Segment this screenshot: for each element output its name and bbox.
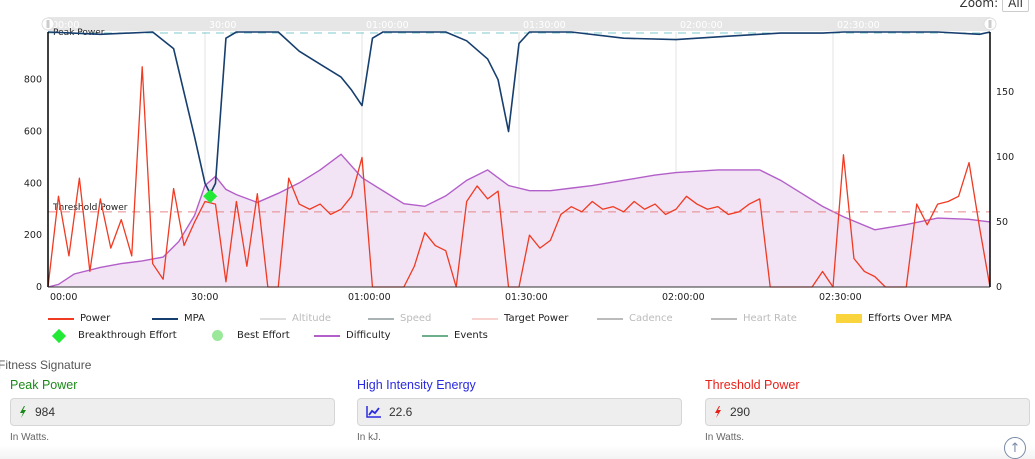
threshold-power-card: Threshold Power 290 In Watts. [705, 378, 1030, 443]
legend-item-altitude[interactable]: Altitude [260, 313, 360, 324]
peak-power-card: Peak Power 984 In Watts. [10, 378, 335, 443]
legend-line-icon [472, 317, 498, 320]
legend-label: Speed [400, 313, 432, 324]
difficulty-area [48, 154, 990, 287]
navigator-tick-label: 01:00:00 [366, 20, 409, 31]
breakthrough-effort-marker[interactable] [203, 189, 218, 204]
legend-line-icon [597, 317, 623, 320]
navigator-handle-right-grip [988, 20, 992, 28]
high-intensity-energy-card: High Intensity Energy 22.6 In kJ. [357, 378, 682, 443]
circle-icon [212, 330, 223, 341]
arrow-up-icon: ↑ [1009, 440, 1021, 456]
threshold-power-hint: In Watts. [705, 432, 745, 443]
navigator-tick-label: 02:00:00 [680, 20, 723, 31]
legend-item-best-effort[interactable]: Best Effort [206, 330, 306, 341]
trend-chart-icon [366, 406, 381, 418]
peak-power-field[interactable]: 984 [10, 398, 335, 426]
bolt-icon [715, 406, 721, 418]
legend-line-icon [48, 317, 74, 320]
legend-line-icon [314, 334, 340, 337]
zoom-label: Zoom: [959, 0, 999, 10]
legend-label: Power [80, 313, 111, 324]
x-tick-label: 01:00:00 [348, 292, 391, 303]
threshold-power-line-label: Threshold Power [52, 203, 128, 213]
page-fade [0, 445, 1035, 459]
threshold-power-value: 290 [730, 405, 751, 419]
legend-label: Difficulty [346, 330, 391, 341]
navigator-tick-label: 00:00 [52, 20, 79, 31]
chart-legend: Power MPA Altitude Speed Target Power Cadence… [48, 310, 1028, 344]
y-left-tick-label: 0 [36, 282, 42, 293]
high-intensity-energy-label: High Intensity Energy [357, 378, 476, 392]
peak-power-label: Peak Power [10, 378, 78, 392]
y-right-tick-label: 0 [996, 282, 1002, 293]
legend-item-power[interactable]: Power [48, 313, 144, 324]
threshold-power-label: Threshold Power [705, 378, 800, 392]
y-left-tick-label: 200 [24, 230, 42, 241]
navigator-tick-label: 01:30:00 [523, 20, 566, 31]
legend-label: MPA [184, 313, 205, 324]
x-tick-label: 02:30:00 [819, 292, 862, 303]
legend-item-mpa[interactable]: MPA [152, 313, 252, 324]
legend-line-icon [368, 317, 394, 320]
legend-line-icon [422, 334, 448, 337]
high-intensity-energy-value: 22.6 [389, 405, 413, 419]
threshold-power-field[interactable]: 290 [705, 398, 1030, 426]
legend-item-breakthrough-effort[interactable]: Breakthrough Effort [48, 328, 198, 343]
legend-item-cadence[interactable]: Cadence [597, 313, 703, 324]
legend-line-icon [260, 317, 286, 320]
x-tick-label: 02:00:00 [662, 292, 705, 303]
legend-item-difficulty[interactable]: Difficulty [314, 330, 414, 341]
navigator-bar[interactable] [48, 17, 990, 31]
fitness-signature-title: Fitness Signature [0, 358, 92, 372]
x-tick-label: 00:00 [50, 292, 77, 303]
legend-item-target-power[interactable]: Target Power [472, 313, 589, 324]
legend-label: Best Effort [237, 330, 290, 341]
y-right-tick-label: 150 [996, 87, 1014, 98]
legend-label: Target Power [504, 313, 569, 324]
difficulty-line [47, 153, 991, 288]
peak-power-hint: In Watts. [10, 432, 50, 443]
legend-label: Heart Rate [743, 313, 797, 324]
legend-item-events[interactable]: Events [422, 330, 522, 341]
legend-item-efforts-over-mpa[interactable]: Efforts Over MPA [836, 313, 976, 324]
bolt-icon [20, 406, 26, 418]
y-left-tick-label: 800 [24, 75, 42, 86]
legend-label: Efforts Over MPA [868, 313, 952, 324]
y-left-tick-label: 400 [24, 178, 42, 189]
y-right-tick-label: 100 [996, 152, 1014, 163]
y-left-tick-label: 600 [24, 127, 42, 138]
high-intensity-energy-hint: In kJ. [357, 432, 381, 443]
high-intensity-energy-field[interactable]: 22.6 [357, 398, 682, 426]
diamond-icon [51, 328, 67, 343]
legend-item-heart-rate[interactable]: Heart Rate [711, 313, 828, 324]
y-right-tick-label: 50 [996, 217, 1008, 228]
power-chart[interactable]: 00:00 30:00 01:00:00 01:30:00 02:00:00 02:30:… [0, 0, 1035, 305]
legend-line-icon [152, 317, 178, 320]
legend-line-icon [711, 317, 737, 320]
zoom-all-button[interactable]: All [1002, 0, 1029, 12]
x-tick-label: 01:30:00 [505, 292, 548, 303]
legend-area-icon [836, 314, 862, 323]
legend-label: Events [454, 330, 488, 341]
scroll-to-top-button[interactable]: ↑ [1004, 437, 1026, 459]
zoom-control: Zoom: All [959, 0, 1029, 12]
legend-label: Altitude [292, 313, 332, 324]
navigator-tick-label: 30:00 [209, 20, 236, 31]
legend-label: Cadence [629, 313, 673, 324]
navigator-handle-left-grip [46, 20, 50, 28]
navigator-tick-label: 02:30:00 [837, 20, 880, 31]
legend-label: Breakthrough Effort [78, 330, 177, 341]
peak-power-value: 984 [35, 405, 56, 419]
x-tick-label: 30:00 [191, 292, 218, 303]
legend-item-speed[interactable]: Speed [368, 313, 464, 324]
